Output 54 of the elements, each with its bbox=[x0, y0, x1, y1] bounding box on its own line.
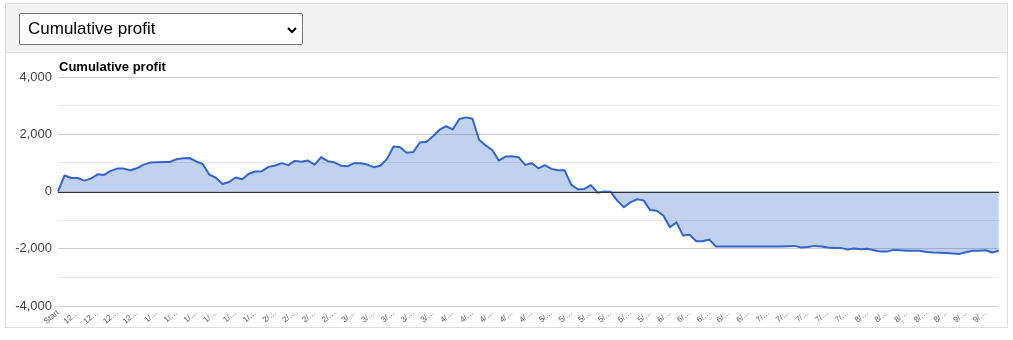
x-tick-label: 8/… bbox=[892, 308, 910, 325]
x-tick-label: 9/… bbox=[971, 308, 989, 325]
x-tick-label: 1/… bbox=[142, 308, 160, 325]
y-tick-label: 0 bbox=[44, 183, 52, 199]
x-tick-label: 3/… bbox=[359, 308, 377, 325]
x-tick-label: 3/… bbox=[398, 308, 416, 325]
x-tick-label: 5/… bbox=[576, 308, 594, 325]
x-tick-label: 7/… bbox=[793, 308, 811, 325]
y-tick-label: 4,000 bbox=[19, 68, 52, 84]
x-tick-label: 4/… bbox=[477, 308, 495, 325]
x-tick-label: 3/… bbox=[379, 308, 397, 325]
chart-subtitle: Cumulative profit bbox=[28, 19, 156, 39]
x-tick-label: 1/… bbox=[241, 308, 259, 325]
x-tick-label: 5/… bbox=[537, 308, 555, 325]
x-tick-label: 5/… bbox=[596, 308, 614, 325]
x-tick-label: 2/… bbox=[260, 308, 278, 325]
x-tick-label: 5/… bbox=[616, 308, 634, 325]
chart-title: Cumulative profit bbox=[59, 59, 167, 75]
x-tick-label: 3/… bbox=[339, 308, 357, 325]
x-tick-label: 6/… bbox=[714, 308, 732, 325]
x-tick-label: 7/… bbox=[813, 308, 831, 325]
x-tick-label: 8/… bbox=[852, 308, 870, 325]
y-tick-label: -2,000 bbox=[15, 240, 52, 256]
x-tick-label: 8/… bbox=[931, 308, 949, 325]
y-tick-label: -4,000 bbox=[15, 297, 52, 313]
x-tick-label: 8/… bbox=[872, 308, 890, 325]
x-tick-label: 6/… bbox=[695, 308, 713, 325]
x-tick-label: 7/… bbox=[773, 308, 791, 325]
x-tick-label: 9/… bbox=[951, 308, 969, 325]
x-tick-label: 2/… bbox=[320, 308, 338, 325]
x-tick-label: 4/… bbox=[517, 308, 535, 325]
x-tick-label: 5/… bbox=[635, 308, 653, 325]
y-tick-label: 2,000 bbox=[19, 125, 52, 141]
x-tick-label: 1/… bbox=[221, 308, 239, 325]
x-tick-label: 7/… bbox=[754, 308, 772, 325]
x-tick-label: 3/… bbox=[418, 308, 436, 325]
x-tick-label: 6/… bbox=[655, 308, 673, 325]
x-tick-label: 6/… bbox=[675, 308, 693, 325]
x-tick-label: 4/… bbox=[438, 308, 456, 325]
x-tick-label: 1/… bbox=[201, 308, 219, 325]
x-tick-label: 12… bbox=[120, 308, 140, 326]
x-tick-label: 4/… bbox=[497, 308, 515, 325]
x-tick-label: 7/… bbox=[833, 308, 851, 325]
x-tick-label: 2/… bbox=[280, 308, 298, 325]
x-tick-label: 2/… bbox=[300, 308, 318, 325]
x-tick-label: 12… bbox=[81, 308, 101, 326]
x-tick-label: 1/… bbox=[162, 308, 180, 325]
x-tick-label: 8/… bbox=[912, 308, 930, 325]
x-tick-label: 4/… bbox=[458, 308, 476, 325]
x-tick-label: 12… bbox=[101, 308, 120, 326]
x-tick-label: 5/… bbox=[556, 308, 574, 325]
x-tick-label: 12… bbox=[61, 308, 81, 326]
x-tick-label: 1/… bbox=[181, 308, 199, 325]
x-tick-label: 6/… bbox=[734, 308, 752, 325]
